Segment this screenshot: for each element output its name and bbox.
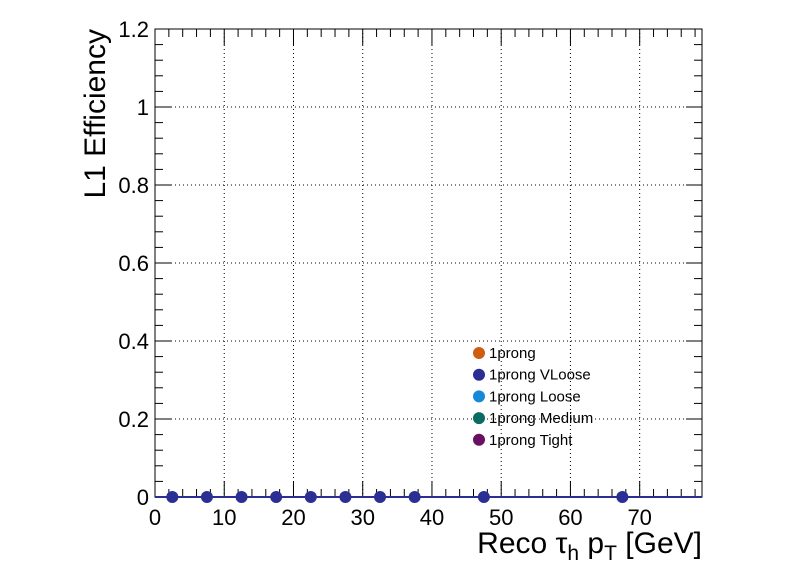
y-tick-label: 0.6 [118,251,149,276]
data-point [374,491,386,503]
grid-lines [155,29,702,497]
legend: 1prong 1prong VLoose 1prong Loose 1prong Me… [473,345,593,449]
legend-marker [473,434,485,446]
legend-marker [473,390,485,402]
legend-label: 1prong Medium [489,410,593,427]
legend-label: 1prong Tight [489,432,573,449]
x-tick-label: 40 [420,505,444,530]
legend-label: 1prong VLoose [489,367,591,384]
data-point [339,491,351,503]
x-axis-title: Reco τh pT [GeV] [477,527,702,565]
data-point [478,491,490,503]
y-tick-label: 0.8 [118,173,149,198]
x-tick-label: 30 [350,505,374,530]
legend-label: 1prong [489,345,536,362]
y-tick-label: 1 [137,95,149,120]
data-point [409,491,421,503]
y-tick-label: 0.2 [118,407,149,432]
x-tick-labels: 0 10 20 30 40 50 60 70 [149,505,652,530]
data-points [155,491,702,503]
data-point [236,491,248,503]
data-point [166,491,178,503]
x-tick-label: 10 [212,505,236,530]
legend-marker [473,412,485,424]
legend-marker [473,369,485,381]
legend-label: 1prong Loose [489,388,581,405]
data-point [201,491,213,503]
y-tick-label: 0.4 [118,329,149,354]
data-point [270,491,282,503]
y-tick-label: 0 [137,485,149,510]
legend-marker [473,347,485,359]
data-point [616,491,628,503]
x-tick-label: 0 [149,505,161,530]
data-point [305,491,317,503]
x-tick-label: 20 [281,505,305,530]
y-tick-labels: 0 0.2 0.4 0.6 0.8 1 1.2 [118,17,149,510]
y-axis-title: L1 Efficiency [79,29,112,199]
y-tick-label: 1.2 [118,17,149,42]
